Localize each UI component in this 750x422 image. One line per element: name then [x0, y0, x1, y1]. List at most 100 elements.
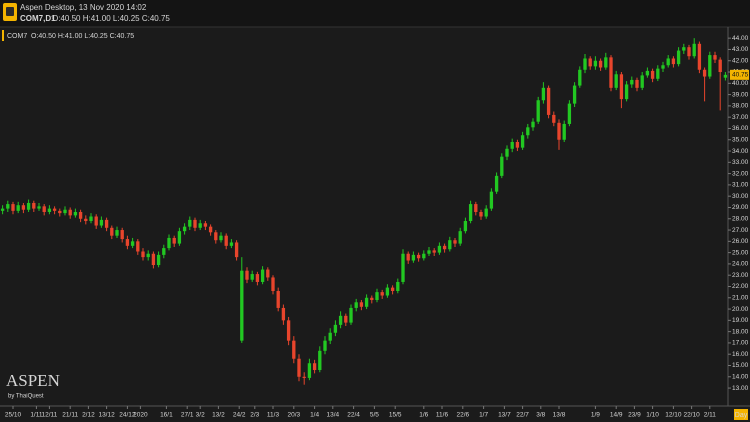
- candle-body: [541, 87, 546, 101]
- x-tick-label: 22/7: [516, 412, 529, 419]
- candle-body: [208, 226, 213, 233]
- candle-body: [94, 216, 98, 226]
- candle-body: [463, 221, 468, 232]
- candle-body: [718, 59, 722, 73]
- candle-body: [380, 292, 384, 296]
- candle-body: [240, 270, 244, 341]
- candle-body: [177, 231, 182, 244]
- y-tick-label: 15.00: [732, 362, 749, 369]
- candle-body: [323, 340, 327, 351]
- candle-body: [344, 315, 348, 323]
- legend-marker: [2, 30, 4, 41]
- x-tick-label: 25/10: [5, 412, 22, 419]
- x-tick-label: 1/10: [646, 412, 659, 419]
- candle-body: [16, 205, 20, 211]
- candle-body: [203, 223, 208, 227]
- candle-body: [375, 292, 379, 301]
- candle-body: [458, 231, 462, 244]
- candle-body: [416, 254, 421, 259]
- candle-body: [63, 209, 67, 214]
- candle-body: [427, 250, 431, 254]
- candle-body: [271, 277, 275, 291]
- y-tick-label: 30.00: [732, 193, 749, 200]
- candle-body: [349, 307, 353, 323]
- candle-body: [68, 209, 72, 216]
- y-tick-label: 27.00: [732, 227, 749, 234]
- candle-body: [333, 324, 338, 333]
- candle-body: [676, 50, 681, 65]
- x-tick-label: 2/12: [82, 412, 95, 419]
- y-tick-label: 13.00: [732, 385, 749, 392]
- y-tick-label: 24.00: [732, 261, 749, 268]
- candle-body: [432, 250, 436, 253]
- x-tick-label: 2/3: [250, 412, 259, 419]
- candle-body: [385, 287, 390, 296]
- candle-body: [146, 253, 150, 258]
- y-tick-label: 44.00: [732, 35, 749, 42]
- x-tick-label: 12/11: [42, 412, 58, 419]
- y-tick-label: 21.00: [732, 294, 749, 301]
- candle-body: [396, 281, 400, 291]
- candle-body: [130, 241, 135, 246]
- candle-body: [671, 58, 676, 65]
- candle-body: [609, 57, 613, 88]
- candle-body: [656, 68, 660, 79]
- x-tick-label: 22/6: [456, 412, 469, 419]
- candle-body: [723, 74, 728, 78]
- y-tick-label: 26.00: [732, 238, 749, 245]
- candle-body: [666, 58, 670, 66]
- candle-body: [6, 204, 10, 209]
- candle-body: [0, 208, 5, 211]
- candle-body: [73, 211, 78, 216]
- timeframe-box[interactable]: [734, 409, 748, 420]
- candle-body: [468, 204, 473, 222]
- x-tick-label: 1/11: [30, 412, 43, 419]
- y-tick-label: 38.00: [732, 103, 749, 110]
- candle-body: [593, 60, 598, 67]
- candle-body: [167, 237, 171, 249]
- candle-body: [89, 216, 93, 222]
- candle-body: [401, 253, 405, 282]
- candle-body: [437, 245, 442, 253]
- candle-body: [188, 219, 192, 227]
- candle-body: [552, 114, 556, 123]
- candle-body: [286, 320, 291, 341]
- candle-body: [193, 219, 197, 228]
- candle-body: [162, 248, 166, 255]
- candle-body: [702, 69, 707, 77]
- y-tick-label: 37.00: [732, 114, 749, 121]
- y-tick-label: 23.00: [732, 272, 749, 279]
- candle-body: [479, 211, 483, 217]
- x-tick-label: 24/12: [119, 412, 136, 419]
- last-price-box: [730, 69, 749, 80]
- candle-body: [578, 69, 582, 86]
- candle-body: [52, 208, 57, 211]
- x-tick-label: 22/4: [347, 412, 360, 419]
- y-tick-label: 31.00: [732, 182, 749, 189]
- candle-body: [484, 208, 488, 217]
- legend-symbol[interactable]: COM7: [7, 33, 27, 40]
- timeframe[interactable]: Day: [735, 412, 748, 419]
- candle-body: [531, 121, 535, 128]
- candle-body: [526, 127, 530, 136]
- x-tick-label: 5/5: [370, 412, 379, 419]
- candle-body: [546, 87, 551, 115]
- candle-body: [370, 297, 374, 301]
- x-tick-label: 1/4: [310, 412, 319, 419]
- candle-body: [328, 332, 332, 341]
- candle-body: [151, 253, 156, 266]
- x-tick-label: 3/8: [536, 412, 545, 419]
- candle-body: [364, 297, 369, 307]
- y-tick-label: 40.00: [732, 80, 749, 87]
- candle-body: [47, 208, 52, 212]
- y-tick-label: 34.00: [732, 148, 749, 155]
- x-tick-label: 14/9: [610, 412, 623, 419]
- y-tick-label: 39.00: [732, 91, 749, 98]
- candle-body: [37, 206, 41, 209]
- y-tick-label: 14.00: [732, 374, 749, 381]
- candle-body: [572, 85, 577, 104]
- y-tick-label: 25.00: [732, 249, 749, 256]
- x-tick-label: 22/10: [683, 412, 700, 419]
- watermark-sub: by ThaiQuest: [8, 394, 44, 400]
- candle-body: [276, 290, 280, 308]
